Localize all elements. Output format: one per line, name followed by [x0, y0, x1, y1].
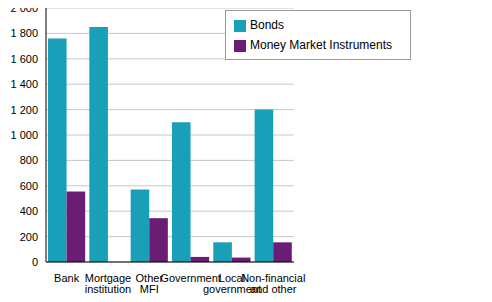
svg-text:800: 800	[20, 154, 38, 166]
svg-text:1 600: 1 600	[10, 53, 38, 65]
svg-text:1 000: 1 000	[10, 129, 38, 141]
svg-text:1 400: 1 400	[10, 78, 38, 90]
svg-text:Non-financialand other: Non-financialand other	[241, 272, 305, 295]
svg-text:400: 400	[20, 205, 38, 217]
svg-text:2 000: 2 000	[10, 8, 38, 14]
svg-text:1 200: 1 200	[10, 104, 38, 116]
svg-text:Bank: Bank	[54, 272, 80, 284]
svg-text:600: 600	[20, 180, 38, 192]
svg-text:1 800: 1 800	[10, 27, 38, 39]
svg-text:OtherMFI: OtherMFI	[136, 272, 164, 295]
svg-text:Mortgageinstitution: Mortgageinstitution	[85, 272, 131, 295]
svg-text:200: 200	[20, 231, 38, 243]
svg-text:0: 0	[32, 256, 38, 268]
